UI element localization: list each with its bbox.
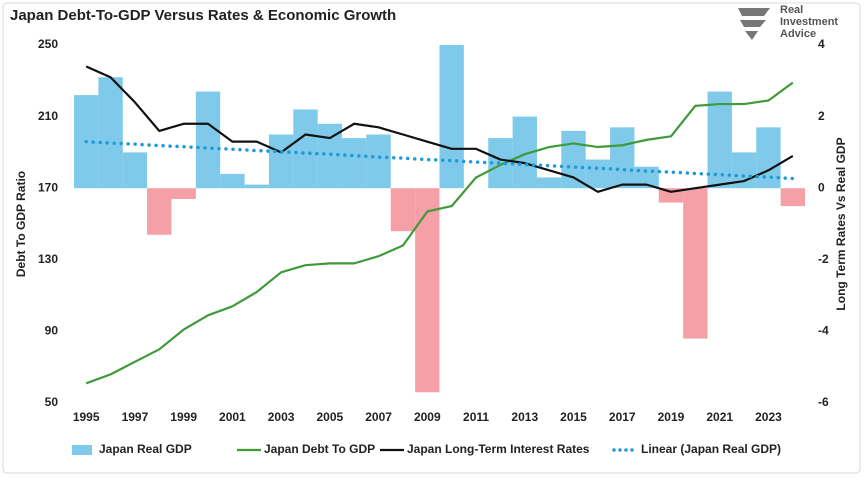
y-tick-label: 210	[38, 109, 58, 123]
legend-label: Japan Real GDP	[99, 442, 192, 456]
logo-icon	[738, 8, 770, 40]
y-tick-label: 250	[38, 37, 58, 51]
trend-line	[84, 139, 795, 181]
bar	[390, 188, 416, 232]
x-tick-label: 1997	[122, 410, 149, 424]
plot-area	[74, 45, 805, 393]
bar	[147, 188, 172, 235]
x-tick-label: 2009	[414, 410, 441, 424]
y2-tick-label: 0	[818, 180, 825, 194]
legend-label: Linear (Japan Real GDP)	[641, 442, 781, 456]
logo: Real Investment Advice	[738, 4, 838, 40]
logo-text: Investment	[780, 16, 838, 28]
bar	[98, 77, 123, 189]
logo-text: Advice	[780, 28, 816, 40]
bar	[585, 159, 611, 189]
bar	[366, 134, 391, 189]
x-tick-label: 2021	[706, 410, 733, 424]
bar	[415, 188, 440, 393]
bar	[780, 188, 805, 207]
y-tick-label: 170	[38, 180, 58, 194]
bar	[244, 184, 269, 189]
legend-label: Japan Long-Term Interest Rates	[407, 442, 590, 456]
legend-label: Japan Debt To GDP	[264, 442, 375, 456]
x-tick-label: 2005	[316, 410, 343, 424]
y2-tick-label: 2	[818, 109, 825, 123]
x-tick-label: 2013	[511, 410, 538, 424]
bar	[683, 188, 708, 339]
x-tick-label: 1999	[170, 410, 197, 424]
x-tick-label: 2019	[658, 410, 685, 424]
line	[85, 81, 794, 385]
bar	[342, 138, 367, 189]
x-tick-label: 2007	[365, 410, 392, 424]
logo-text: Real	[780, 4, 803, 16]
bar	[756, 127, 781, 189]
y-axis-title: Debt To GDP Ratio	[14, 171, 28, 277]
x-tick-label: 2017	[609, 410, 636, 424]
bar	[220, 173, 245, 189]
line	[85, 65, 794, 193]
x-tick-label: 2015	[560, 410, 587, 424]
y2-axis-title: Long Term Rates Vs Real GDP	[834, 137, 848, 310]
y2-tick-label: 4	[818, 37, 825, 51]
y2-tick-label: -2	[818, 252, 829, 266]
bar	[439, 45, 464, 189]
y2-tick-label: -4	[818, 324, 829, 338]
legend-swatch	[72, 445, 92, 455]
bar	[171, 188, 196, 199]
x-tick-label: 2011	[463, 410, 489, 424]
y-tick-label: 50	[45, 395, 59, 409]
bar	[536, 177, 562, 189]
y2-tick-label: -6	[818, 395, 829, 409]
bar	[561, 130, 586, 189]
bar	[268, 134, 294, 189]
bar	[122, 152, 148, 189]
bar	[707, 91, 732, 189]
chart-title: Japan Debt-To-GDP Versus Rates & Economi…	[10, 7, 396, 24]
y-tick-label: 130	[38, 252, 58, 266]
x-tick-label: 2003	[268, 410, 295, 424]
bar	[610, 127, 635, 189]
bar	[195, 91, 221, 189]
x-tick-label: 1995	[73, 410, 100, 424]
x-tick-label: 2001	[219, 410, 246, 424]
bar	[293, 109, 318, 189]
y-tick-label: 90	[45, 324, 59, 338]
x-tick-label: 2023	[755, 410, 782, 424]
